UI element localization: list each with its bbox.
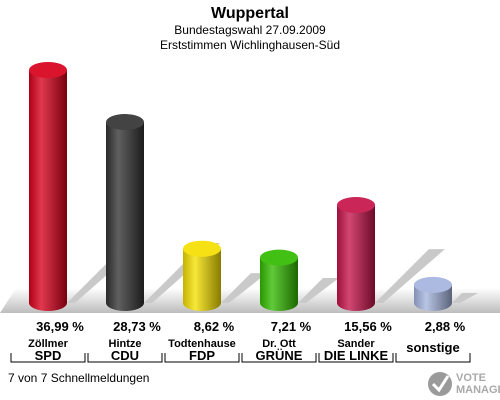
bar-top — [414, 276, 452, 293]
chart-subtitle-election: Bundestagswahl 27.09.2009 — [174, 23, 326, 37]
party-label: SPD — [35, 348, 62, 363]
bar-top — [106, 114, 144, 131]
chart-title: Wuppertal — [211, 5, 289, 22]
category-bracket — [164, 353, 240, 363]
bar-top — [337, 196, 375, 213]
bar-body — [260, 257, 298, 311]
category-bracket — [87, 353, 163, 363]
value-label: 15,56 % — [344, 319, 392, 334]
category-bracket — [10, 353, 86, 363]
logo-text-vote: VOTE — [456, 372, 486, 384]
bar-3 — [260, 249, 298, 311]
bar-2 — [183, 240, 221, 311]
bar-shadow — [375, 249, 445, 303]
chart-subtitle-ballot: Erststimmen Wichlinghausen-Süd — [160, 38, 340, 52]
value-label: 8,62 % — [194, 319, 235, 334]
bar-body — [106, 122, 144, 311]
category-bracket — [241, 353, 317, 363]
bar-0 — [29, 62, 67, 311]
bars — [29, 62, 452, 311]
candidate-label: Hintze — [109, 338, 142, 350]
category-bracket — [395, 353, 471, 363]
candidate-label: Zöllmer — [28, 338, 68, 350]
bar-shadow — [221, 273, 267, 303]
bar-top — [29, 62, 67, 78]
bar-body — [183, 248, 221, 311]
bar-top — [183, 240, 221, 257]
bar-shadow — [452, 293, 478, 303]
party-label: FDP — [189, 348, 215, 363]
value-labels: 36,99 % 28,73 % 8,62 % 7,21 % 15,56 % 2,88 % — [36, 319, 466, 334]
bar-4 — [337, 196, 375, 311]
vote-manager-logo: VOTE MANAGER — [428, 372, 500, 396]
value-label: 2,88 % — [425, 319, 466, 334]
bar-body — [29, 70, 67, 311]
party-label: GRÜNE — [256, 348, 303, 363]
bar-shadow — [298, 278, 339, 303]
party-label: CDU — [111, 348, 139, 363]
bar-1 — [106, 114, 144, 311]
candidate-label: Sander — [337, 338, 375, 350]
bar-top — [260, 249, 298, 266]
party-label: sonstige — [406, 340, 459, 355]
value-label: 36,99 % — [36, 319, 84, 334]
category-bracket — [318, 353, 394, 363]
bar-body — [337, 204, 375, 311]
logo-text-manager: MANAGER — [456, 384, 500, 396]
value-label: 28,73 % — [113, 319, 161, 334]
candidate-label: Dr. Ott — [262, 338, 296, 350]
checkmark-icon — [428, 372, 452, 396]
bar-5 — [414, 276, 452, 311]
party-label: DIE LINKE — [324, 348, 389, 363]
candidate-label: Todtenhause — [168, 338, 236, 350]
status-text: 7 von 7 Schnellmeldungen — [8, 371, 149, 385]
value-label: 7,21 % — [271, 319, 312, 334]
